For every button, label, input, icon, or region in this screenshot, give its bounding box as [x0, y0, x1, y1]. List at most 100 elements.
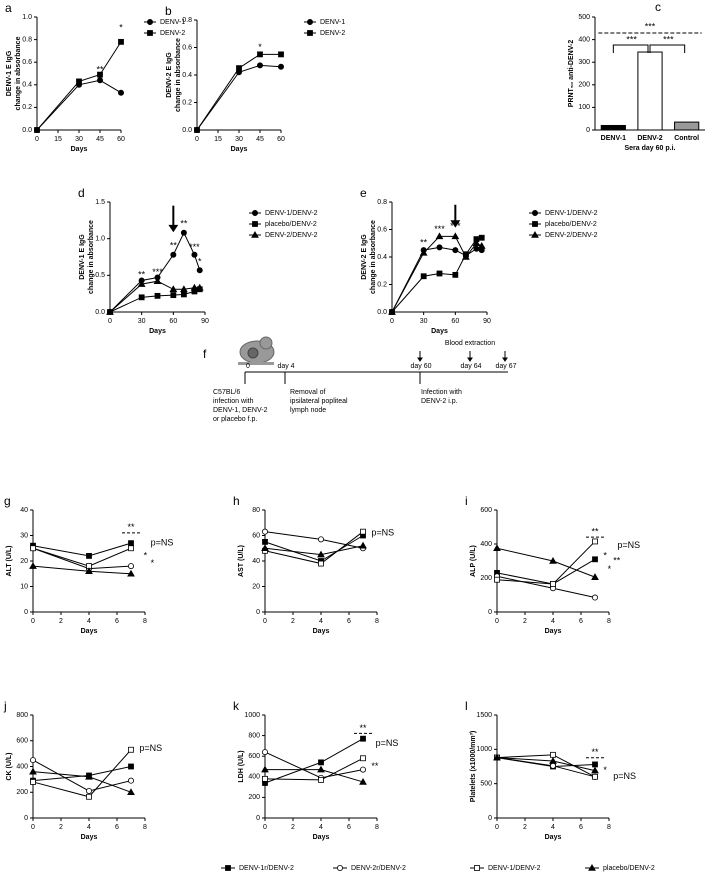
x-tick-label: 6	[579, 618, 583, 625]
marker	[127, 563, 134, 570]
diagram-note: lymph node	[290, 407, 326, 414]
panel-label: a	[5, 1, 12, 15]
marker	[106, 307, 114, 315]
y-tick-label: 100	[578, 104, 590, 111]
marker	[194, 127, 200, 133]
marker	[147, 30, 153, 36]
y-tick-label: 1.5	[95, 199, 105, 206]
diagram-header: Blood extraction	[445, 340, 495, 347]
marker	[592, 594, 599, 601]
marker	[360, 735, 366, 742]
x-tick-label: 45	[256, 136, 264, 143]
y-tick-label: 0	[256, 815, 260, 822]
sig-bracket	[649, 44, 686, 53]
annotation: ***	[645, 21, 656, 31]
marker	[86, 793, 92, 800]
y-axis-label: DENV-2 E IgG	[166, 52, 173, 98]
marker	[549, 556, 557, 564]
x-axis-label: Days	[313, 834, 330, 841]
annotation: *	[119, 23, 123, 33]
y-tick-label: 10	[20, 583, 28, 590]
x-tick-label: 8	[143, 824, 147, 831]
marker	[592, 556, 598, 563]
annotation: ***	[663, 34, 674, 44]
marker	[336, 865, 343, 872]
marker	[436, 244, 443, 251]
y-tick-label: 0.0	[22, 127, 32, 134]
marker	[118, 89, 125, 96]
x-tick-label: 0	[263, 618, 267, 625]
sig-bracket	[612, 44, 649, 53]
y-tick-label: 80	[252, 507, 260, 514]
marker	[195, 283, 204, 291]
y-tick-label: 0.0	[95, 309, 105, 316]
marker	[360, 528, 366, 535]
y-tick-label: 0	[586, 127, 590, 134]
marker	[318, 776, 324, 783]
y-axis-label: PRNT₅₀ anti-DENV-2	[568, 40, 575, 108]
marker	[261, 528, 268, 535]
y-axis-label: CK (U/L)	[6, 753, 13, 781]
marker	[225, 865, 231, 871]
y-tick-label: 20	[20, 558, 28, 565]
series-line	[264, 531, 364, 549]
marker	[128, 763, 134, 770]
marker	[359, 766, 366, 773]
x-tick-label: 6	[347, 824, 351, 831]
y-tick-label: 0.8	[22, 36, 32, 43]
marker	[550, 762, 557, 769]
series-line	[196, 53, 281, 131]
y-tick-label: 1.0	[22, 14, 32, 21]
annotation: **	[180, 218, 188, 228]
x-tick-label: 2	[59, 824, 63, 831]
x-tick-label: 0	[31, 618, 35, 625]
legend-label: DENV-1	[320, 19, 345, 26]
marker	[180, 229, 187, 236]
series-line	[196, 64, 282, 131]
marker	[591, 573, 599, 580]
y-tick-label: 0	[488, 609, 492, 616]
y-tick-label: 0.6	[377, 226, 387, 233]
x-tick-label: 0	[31, 824, 35, 831]
annotation: ***	[189, 242, 200, 252]
marker	[170, 251, 177, 258]
marker	[452, 247, 459, 254]
x-tick-label: 2	[523, 618, 527, 625]
y-tick-label: 40	[252, 558, 260, 565]
legend-label: DENV-1/DENV-2	[265, 210, 318, 217]
x-tick-label: 8	[375, 824, 379, 831]
annotation: **	[371, 761, 379, 771]
legend-label: DENV-1	[160, 19, 185, 26]
arrow-head	[450, 220, 461, 228]
y-tick-label: 0.2	[377, 281, 387, 288]
marker	[236, 65, 242, 72]
legend-label: DENV-1r/DENV-2	[239, 865, 294, 872]
marker	[128, 545, 134, 552]
x-tick-label: DENV-2	[637, 135, 662, 142]
marker	[474, 865, 480, 871]
y-tick-label: 0.0	[377, 309, 387, 316]
y-tick-label: 0.8	[182, 17, 192, 24]
y-axis-label: change in absorbance	[175, 38, 182, 112]
marker	[85, 772, 93, 780]
arrow-head	[417, 357, 423, 362]
y-axis-label: Platelets (x1000/mm³)	[470, 731, 477, 803]
y-tick-label: 0	[488, 815, 492, 822]
y-axis-label: change in absorbance	[370, 220, 377, 294]
marker	[318, 759, 324, 766]
legend-label: DENV-2	[160, 30, 185, 37]
annotation: *	[258, 42, 262, 52]
x-tick-label: 30	[138, 318, 146, 325]
panel-label: k	[233, 699, 240, 713]
x-tick-label: 45	[96, 136, 104, 143]
bar	[637, 51, 663, 131]
marker	[493, 753, 501, 761]
x-tick-label: 15	[214, 136, 222, 143]
x-tick-label: 90	[483, 318, 491, 325]
marker	[196, 267, 203, 274]
y-tick-label: 600	[248, 753, 260, 760]
marker	[29, 757, 36, 764]
x-axis-label: Days	[81, 834, 98, 841]
x-tick-label: DENV-1	[601, 135, 626, 142]
marker	[318, 560, 324, 567]
